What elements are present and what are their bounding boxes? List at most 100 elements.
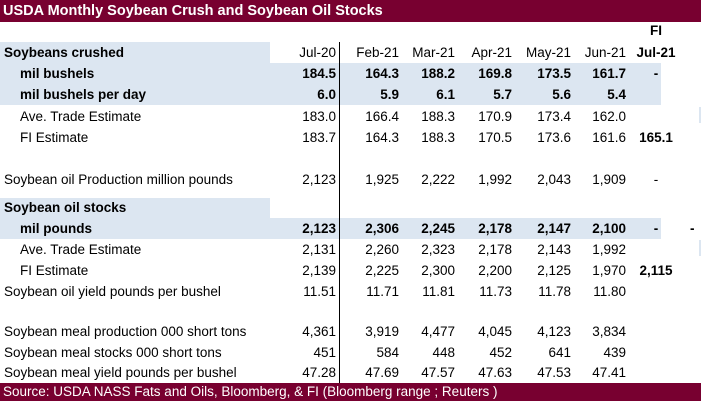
column-header: Jun-21 [584, 45, 626, 60]
cell: 183.0 [302, 109, 336, 124]
row-label: Soybean oil yield pounds per bushel [4, 284, 221, 299]
cell: 2,125 [537, 263, 571, 278]
column-header: Feb-21 [356, 45, 399, 60]
cell: 1,970 [592, 263, 626, 278]
cell: 4,123 [537, 324, 571, 339]
column-header: Apr-21 [471, 45, 512, 60]
cell: 4,477 [421, 324, 455, 339]
band-crush-values [0, 63, 661, 105]
cell: 2,123 [302, 221, 336, 236]
cell: 11.81 [422, 284, 455, 299]
row-label: Soybean meal stocks 000 short tons [4, 345, 222, 360]
cell: 11.71 [366, 284, 399, 299]
cell: 2,323 [421, 242, 455, 257]
table-row: Soybean oil Production million pounds 2,… [0, 170, 701, 190]
band-stocks-values [0, 218, 661, 239]
band-stocks-heading [0, 198, 270, 218]
cell: 5.4 [607, 87, 626, 102]
cell: 161.7 [592, 66, 626, 81]
cell-extra: - [690, 221, 695, 236]
column-header: May-21 [525, 45, 571, 60]
table-row: mil bushels 184.5 164.3 188.2 169.8 173.… [0, 64, 701, 84]
cell: 183.7 [302, 130, 336, 145]
cell: 165.1 [639, 130, 673, 145]
cell: 47.63 [478, 365, 512, 380]
cell: 47.69 [365, 365, 399, 380]
cell: 451 [313, 345, 336, 360]
cell: 6.0 [317, 87, 336, 102]
cell: 170.9 [478, 109, 512, 124]
row-label: Ave. Trade Estimate [20, 242, 142, 257]
cell: 5.9 [380, 87, 399, 102]
cell: 1,925 [365, 172, 399, 187]
cell: 161.6 [592, 130, 626, 145]
cell: 47.57 [421, 365, 455, 380]
cell: 173.5 [537, 66, 571, 81]
table-row: Soybean oil yield pounds per bushel 11.5… [0, 282, 701, 302]
cell: 2,245 [421, 221, 455, 236]
table-row: Soybean meal stocks 000 short tons 451 5… [0, 343, 701, 363]
row-label: Soybean oil Production million pounds [4, 172, 233, 187]
band-stub [699, 240, 701, 256]
cell: 2,300 [421, 263, 455, 278]
cell: 11.78 [538, 284, 571, 299]
band-stub [699, 107, 701, 123]
cell: 11.73 [479, 284, 512, 299]
header-row: Soybeans crushed Jul-20 Feb-21 Mar-21 Ap… [0, 43, 701, 63]
cell: 2,115 [639, 263, 673, 278]
cell: - [653, 221, 659, 236]
band-crush-heading [0, 42, 270, 63]
cell: 47.53 [537, 365, 571, 380]
cell: 2,178 [478, 242, 512, 257]
column-header: Jul-21 [636, 45, 676, 60]
cell: 2,143 [537, 242, 571, 257]
cell: 5.6 [552, 87, 571, 102]
cell: 2,225 [365, 263, 399, 278]
cell: 188.3 [421, 109, 455, 124]
cell: 2,260 [365, 242, 399, 257]
cell: 4,361 [302, 324, 336, 339]
cell: 2,123 [302, 172, 336, 187]
row-label: mil pounds [20, 221, 92, 236]
cell: 166.4 [365, 109, 399, 124]
table-title: USDA Monthly Soybean Crush and Soybean O… [0, 0, 701, 22]
row-label: Soybean meal production 000 short tons [4, 324, 247, 339]
row-label: mil bushels per day [20, 87, 147, 102]
cell: - [653, 172, 659, 187]
cell: 47.41 [592, 365, 626, 380]
table-row: Soybean meal production 000 short tons 4… [0, 322, 701, 342]
cell: 452 [489, 345, 512, 360]
row-label: Soybean meal yield pounds per bushel [4, 365, 237, 380]
cell: 188.2 [421, 66, 455, 81]
cell: 2,147 [537, 221, 571, 236]
cell: 3,834 [592, 324, 626, 339]
cell: 164.3 [365, 66, 399, 81]
cell: 448 [432, 345, 455, 360]
cell: 439 [603, 345, 626, 360]
row-label: Ave. Trade Estimate [20, 109, 142, 124]
cell: 584 [376, 345, 399, 360]
table-row: FI Estimate 2,139 2,225 2,300 2,200 2,12… [0, 261, 701, 281]
cell: 6.1 [436, 87, 455, 102]
cell: 2,306 [365, 221, 399, 236]
cell: 11.80 [593, 284, 626, 299]
cell: 1,992 [478, 172, 512, 187]
cell: 1,909 [592, 172, 626, 187]
column-divider [339, 42, 340, 383]
cell: 47.28 [302, 365, 336, 380]
cell: 641 [548, 345, 571, 360]
table-row: FI Estimate 183.7 164.3 188.3 170.5 173.… [0, 128, 701, 148]
cell: 2,139 [302, 263, 336, 278]
row-label: mil bushels [20, 66, 95, 81]
cell: 5.7 [493, 87, 512, 102]
cell: 2,131 [302, 242, 336, 257]
column-header: Jul-20 [299, 45, 336, 60]
cell: 2,043 [537, 172, 571, 187]
cell: 2,100 [592, 221, 626, 236]
cell: 1,992 [592, 242, 626, 257]
table-row: Ave. Trade Estimate 183.0 166.4 188.3 17… [0, 107, 701, 127]
cell: 2,178 [478, 221, 512, 236]
cell: 170.5 [478, 130, 512, 145]
cell: 3,919 [365, 324, 399, 339]
cell: 184.5 [302, 66, 336, 81]
